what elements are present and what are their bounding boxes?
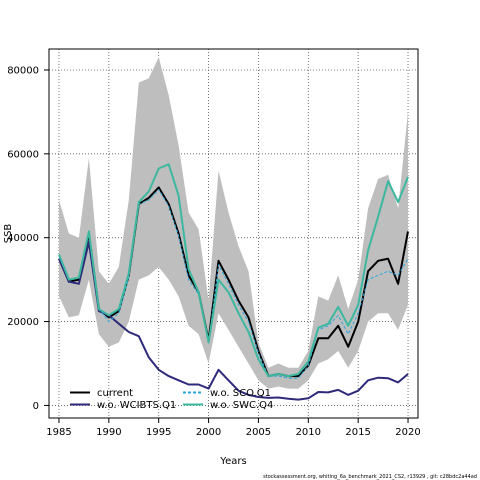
x-tick-label-2010: 2010	[296, 427, 321, 438]
x-tick-label-2005: 2005	[246, 427, 271, 438]
y-tick-label-20000: 20000	[7, 317, 39, 328]
legend-label-2: w.o. SCO.Q1	[210, 388, 271, 399]
y-axis-ticks: 0 20000 40000 60000 80000	[7, 65, 49, 412]
x-axis-ticks: 1985 1990 1995 2000 2005 2010 2015 2020	[46, 418, 421, 438]
y-tick-label-0: 0	[33, 401, 39, 412]
x-tick-label-1995: 1995	[146, 427, 171, 438]
x-tick-label-1985: 1985	[46, 427, 71, 438]
y-tick-label-80000: 80000	[7, 65, 39, 76]
x-axis-title: Years	[219, 456, 246, 467]
series-line-0	[58, 186, 409, 378]
y-tick-label-60000: 60000	[7, 149, 39, 160]
x-tick-label-2015: 2015	[345, 427, 370, 438]
x-tick-label-2020: 2020	[395, 427, 420, 438]
x-tick-label-2000: 2000	[196, 427, 221, 438]
series-line-2	[58, 189, 409, 379]
series-line-1	[58, 240, 409, 401]
plot-frame	[48, 48, 419, 419]
footer-text: stockassessment.org, whiting_6a_benchmar…	[263, 474, 477, 480]
legend-label-3: w.o. SWC.Q4	[210, 400, 273, 411]
x-tick-label-1990: 1990	[96, 427, 121, 438]
series-lines	[58, 163, 409, 401]
legend-label-0: current	[97, 388, 133, 399]
series-line-3	[58, 163, 409, 378]
y-tick-label-40000: 40000	[7, 233, 39, 244]
legend-label-1: w.o. WCIBTS.Q1	[97, 400, 176, 411]
y-axis-title: SSB	[3, 224, 14, 244]
confidence-band	[59, 57, 408, 389]
